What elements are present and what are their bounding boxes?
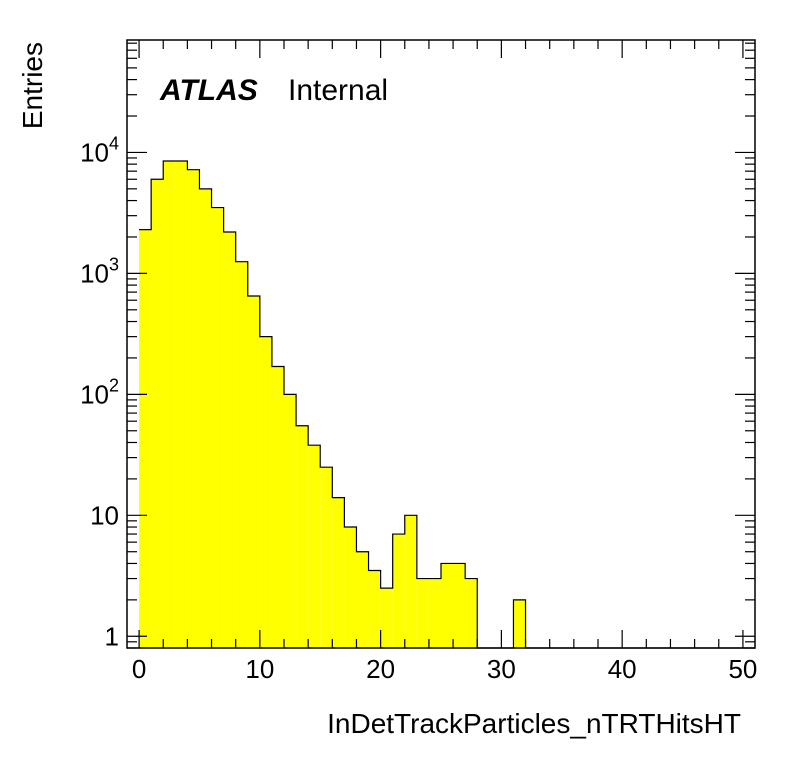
- histogram-bar: [320, 467, 333, 648]
- histogram-bar: [428, 578, 441, 648]
- histogram-bar: [151, 179, 164, 648]
- atlas-label: ATLAS: [159, 74, 258, 107]
- histogram-bar: [453, 563, 466, 648]
- x-tick-label: 0: [132, 654, 146, 684]
- x-tick-label: 30: [487, 654, 516, 684]
- histogram-bar: [308, 445, 321, 648]
- histogram-bar: [441, 563, 454, 648]
- histogram-bar: [416, 578, 429, 648]
- histogram-bar: [247, 296, 260, 648]
- x-tick-label: 20: [366, 654, 395, 684]
- x-tick-label: 40: [608, 654, 637, 684]
- histogram-bar: [332, 497, 345, 648]
- y-tick-label: 103: [80, 254, 119, 288]
- y-axis-title: Entries: [17, 42, 48, 129]
- histogram-bar: [284, 394, 297, 648]
- histogram-bar: [175, 160, 188, 649]
- histogram-bar: [392, 534, 405, 648]
- histogram-bar: [163, 160, 176, 649]
- x-tick-label: 10: [245, 654, 274, 684]
- histogram-bars: [139, 160, 526, 649]
- histogram-bar: [513, 599, 526, 648]
- histogram-bar: [296, 425, 309, 648]
- x-tick-label: 50: [728, 654, 757, 684]
- histogram-bar: [139, 229, 152, 648]
- x-axis-title: InDetTrackParticles_nTRTHitsHT: [327, 708, 741, 739]
- histogram-bar: [199, 188, 212, 648]
- histogram-bar: [235, 261, 248, 648]
- axis-ticks: [127, 40, 755, 649]
- histogram-bar: [187, 169, 200, 648]
- histogram-bar: [344, 527, 357, 648]
- histogram-bar: [404, 515, 417, 648]
- histogram-bar: [259, 336, 272, 648]
- histogram-bar: [356, 551, 369, 648]
- histogram-bar: [465, 578, 478, 648]
- y-tick-label: 1: [105, 621, 119, 651]
- y-tick-label: 102: [80, 375, 119, 409]
- axis-tick-labels: 0 10 20 30 40 50 1 10 102 103 104: [80, 133, 757, 684]
- histogram-bar: [223, 231, 236, 648]
- plot-frame: [126, 39, 756, 649]
- y-tick-label: 104: [80, 133, 119, 167]
- histogram-bar: [211, 207, 224, 649]
- histogram-bar: [368, 570, 381, 648]
- histogram-bar: [271, 366, 284, 648]
- internal-label: Internal: [288, 74, 388, 107]
- histogram-bar: [380, 588, 393, 648]
- y-tick-label: 10: [90, 500, 119, 530]
